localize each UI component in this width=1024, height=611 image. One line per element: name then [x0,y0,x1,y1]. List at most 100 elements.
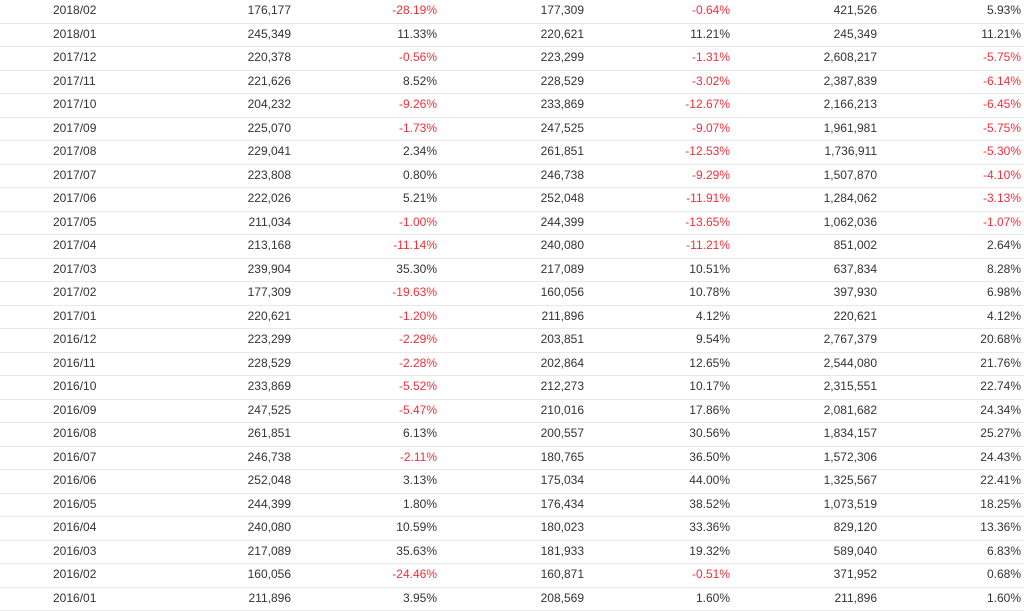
change-a-cell: -9.26% [399,94,437,117]
value-a-cell: 213,168 [248,235,291,258]
value-a-cell: 223,808 [248,165,291,188]
cumulative-change-cell: 20.68% [980,329,1021,352]
cumulative-change-cell: 6.83% [987,541,1021,564]
cumulative-change-cell: 2.64% [987,235,1021,258]
change-b-cell: 4.12% [696,306,730,329]
change-b-cell: -11.21% [686,235,730,258]
cumulative-change-cell: 21.76% [980,353,1021,376]
change-b-cell: 30.56% [689,423,730,446]
cumulative-change-cell: 24.43% [980,447,1021,470]
month-cell: 2016/04 [53,517,96,540]
value-a-cell: 211,896 [249,588,292,611]
cumulative-change-cell: -6.14% [983,71,1021,94]
value-b-cell: 180,023 [541,517,584,540]
month-cell: 2017/07 [53,165,96,188]
cumulative-cell: 1,961,981 [824,118,877,141]
change-b-cell: 19.32% [689,541,730,564]
change-a-cell: 8.52% [403,71,437,94]
change-b-cell: -13.65% [685,212,730,235]
month-cell: 2017/08 [53,141,96,164]
value-b-cell: 202,864 [541,353,584,376]
change-a-cell: 1.80% [403,494,437,517]
change-b-cell: -0.51% [692,564,730,587]
value-b-cell: 160,871 [541,564,584,587]
cumulative-change-cell: 6.98% [987,282,1021,305]
value-a-cell: 228,529 [248,353,291,376]
cumulative-change-cell: -6.45% [983,94,1021,117]
value-a-cell: 220,621 [248,306,291,329]
change-a-cell: 35.30% [396,259,437,282]
cumulative-change-cell: 18.25% [980,494,1021,517]
value-b-cell: 177,309 [541,0,584,23]
change-b-cell: 11.21% [690,24,730,47]
change-a-cell: 11.33% [397,24,437,47]
change-a-cell: -2.29% [399,329,437,352]
value-b-cell: 252,048 [541,188,584,211]
change-b-cell: -11.91% [686,188,730,211]
month-cell: 2018/01 [53,24,96,47]
cumulative-change-cell: 22.74% [980,376,1021,399]
cumulative-cell: 397,930 [834,282,877,305]
change-a-cell: 5.21% [403,188,437,211]
cumulative-change-cell: 1.60% [987,588,1021,611]
value-a-cell: 247,525 [248,400,291,423]
change-a-cell: -11.14% [393,235,437,258]
change-a-cell: 0.80% [403,165,437,188]
value-a-cell: 225,070 [248,118,291,141]
value-a-cell: 160,056 [248,564,291,587]
change-b-cell: 38.52% [689,494,730,517]
cumulative-cell: 851,002 [834,235,877,258]
change-a-cell: -5.47% [399,400,437,423]
cumulative-change-cell: 22.41% [980,470,1021,493]
value-b-cell: 160,056 [541,282,584,305]
cumulative-cell: 2,166,213 [824,94,877,117]
value-a-cell: 211,034 [249,212,292,235]
value-a-cell: 229,041 [248,141,291,164]
change-a-cell: -24.46% [392,564,437,587]
change-a-cell: 3.13% [403,470,437,493]
change-b-cell: 33.36% [689,517,730,540]
cumulative-change-cell: -5.75% [983,47,1021,70]
cumulative-cell: 2,767,379 [824,329,877,352]
month-cell: 2016/10 [53,376,96,399]
cumulative-change-cell: 5.93% [987,0,1021,23]
cumulative-change-cell: -4.10% [983,165,1021,188]
change-b-cell: -9.29% [692,165,730,188]
value-b-cell: 247,525 [541,118,584,141]
month-cell: 2017/03 [53,259,96,282]
change-a-cell: -19.63% [392,282,437,305]
cumulative-cell: 245,349 [834,24,877,47]
value-b-cell: 233,869 [541,94,584,117]
value-b-cell: 211,896 [542,306,585,329]
cumulative-cell: 1,572,306 [824,447,877,470]
value-a-cell: 240,080 [248,517,291,540]
cumulative-cell: 2,315,551 [824,376,877,399]
value-b-cell: 176,434 [541,494,584,517]
change-a-cell: -28.19% [392,0,437,23]
change-a-cell: -1.20% [399,306,437,329]
cumulative-change-cell: -5.30% [983,141,1021,164]
cumulative-change-cell: -1.07% [983,212,1021,235]
change-a-cell: -1.73% [399,118,437,141]
cumulative-cell: 589,040 [834,541,877,564]
value-b-cell: 180,765 [541,447,584,470]
change-a-cell: 3.95% [403,588,437,611]
cumulative-cell: 1,073,519 [824,494,877,517]
change-a-cell: 10.59% [396,517,437,540]
month-cell: 2016/08 [53,423,96,446]
